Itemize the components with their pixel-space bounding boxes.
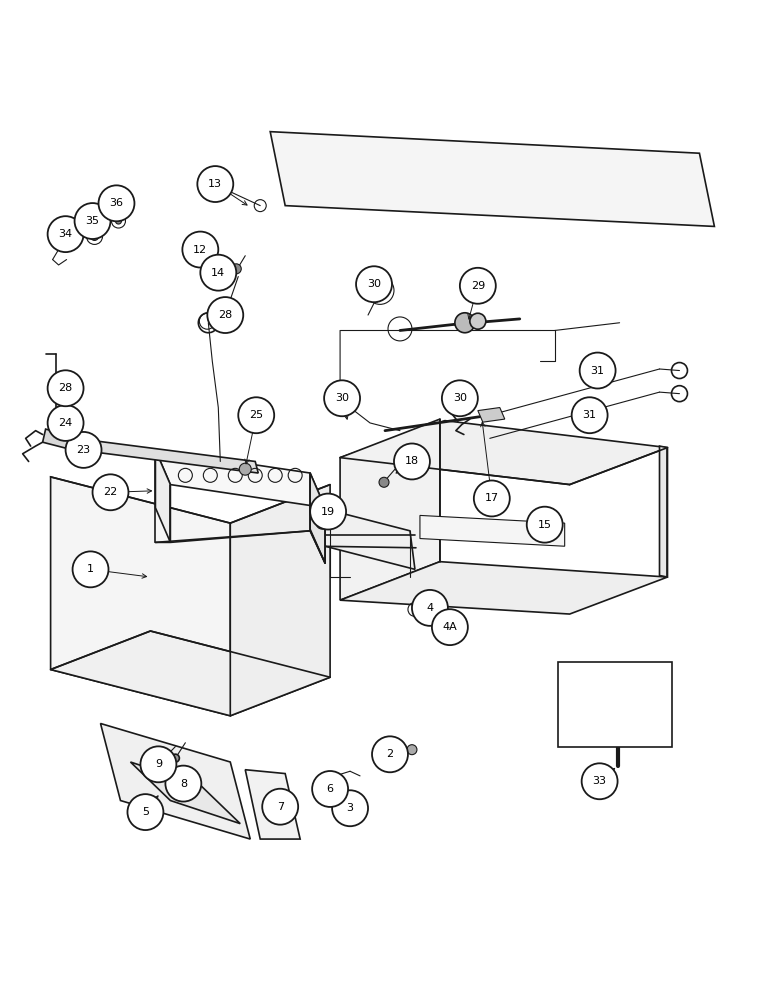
Circle shape: [90, 232, 99, 240]
Text: 12: 12: [193, 245, 208, 255]
Circle shape: [455, 313, 475, 333]
Text: 19: 19: [321, 507, 335, 517]
Text: 17: 17: [485, 493, 499, 503]
Text: 34: 34: [59, 229, 73, 239]
Circle shape: [155, 757, 165, 767]
Circle shape: [93, 474, 128, 510]
Polygon shape: [478, 408, 505, 422]
Polygon shape: [51, 477, 230, 716]
Text: 6: 6: [327, 784, 334, 794]
Circle shape: [171, 754, 179, 762]
Circle shape: [165, 766, 201, 802]
Circle shape: [442, 380, 478, 416]
Circle shape: [470, 313, 486, 329]
Text: 4: 4: [426, 603, 434, 613]
Polygon shape: [310, 473, 325, 563]
Circle shape: [66, 432, 101, 468]
Polygon shape: [320, 508, 415, 569]
Circle shape: [73, 551, 109, 587]
Text: 22: 22: [103, 487, 117, 497]
Text: 23: 23: [76, 445, 90, 455]
Polygon shape: [42, 429, 76, 450]
Circle shape: [432, 609, 468, 645]
Text: 25: 25: [249, 410, 263, 420]
Circle shape: [116, 218, 121, 224]
Text: 31: 31: [591, 366, 604, 376]
Polygon shape: [340, 419, 440, 600]
Circle shape: [581, 763, 618, 799]
Circle shape: [394, 444, 430, 479]
Text: 30: 30: [367, 279, 381, 289]
Circle shape: [372, 736, 408, 772]
Circle shape: [239, 463, 251, 475]
Circle shape: [208, 297, 243, 333]
Circle shape: [182, 232, 218, 268]
Polygon shape: [270, 132, 714, 226]
Text: 2: 2: [387, 749, 394, 759]
Circle shape: [127, 794, 164, 830]
Circle shape: [571, 397, 608, 433]
Circle shape: [407, 745, 417, 755]
Polygon shape: [155, 450, 325, 508]
Bar: [557, 662, 672, 747]
Circle shape: [310, 494, 346, 530]
Circle shape: [232, 264, 242, 274]
Polygon shape: [340, 562, 668, 614]
Circle shape: [48, 405, 83, 441]
Text: 3: 3: [347, 803, 354, 813]
Polygon shape: [76, 438, 258, 473]
Polygon shape: [51, 631, 330, 716]
Polygon shape: [230, 485, 330, 716]
Text: 9: 9: [155, 759, 162, 769]
Text: 5: 5: [142, 807, 149, 817]
Text: 13: 13: [208, 179, 222, 189]
Circle shape: [332, 790, 368, 826]
Polygon shape: [420, 515, 564, 546]
Text: 1: 1: [87, 564, 94, 574]
Circle shape: [347, 796, 357, 806]
Polygon shape: [659, 446, 668, 577]
Circle shape: [379, 477, 389, 487]
Text: 4A: 4A: [442, 622, 457, 632]
Polygon shape: [100, 723, 250, 839]
Circle shape: [580, 353, 615, 389]
Text: 30: 30: [335, 393, 349, 403]
Circle shape: [474, 480, 510, 516]
Text: 7: 7: [276, 802, 284, 812]
Text: 8: 8: [180, 779, 187, 789]
Circle shape: [239, 397, 274, 433]
Text: 28: 28: [218, 310, 232, 320]
Text: 31: 31: [583, 410, 597, 420]
Text: 24: 24: [59, 418, 73, 428]
Circle shape: [99, 185, 134, 221]
Text: 29: 29: [471, 281, 485, 291]
Circle shape: [201, 255, 236, 291]
Circle shape: [312, 771, 348, 807]
Circle shape: [324, 380, 360, 416]
Circle shape: [48, 216, 83, 252]
Polygon shape: [340, 421, 668, 485]
Text: 15: 15: [538, 520, 552, 530]
Text: 14: 14: [212, 268, 225, 278]
Text: 35: 35: [86, 216, 100, 226]
Circle shape: [198, 166, 233, 202]
Circle shape: [262, 789, 298, 825]
Circle shape: [141, 746, 176, 782]
Text: 33: 33: [593, 776, 607, 786]
Circle shape: [75, 203, 110, 239]
Circle shape: [48, 370, 83, 406]
Text: 36: 36: [110, 198, 124, 208]
Polygon shape: [130, 762, 240, 824]
Circle shape: [460, 268, 496, 304]
Text: 18: 18: [405, 456, 419, 466]
Circle shape: [412, 590, 448, 626]
Circle shape: [527, 507, 563, 543]
Polygon shape: [155, 450, 171, 542]
Circle shape: [356, 266, 392, 302]
Text: 28: 28: [59, 383, 73, 393]
Polygon shape: [245, 770, 300, 839]
Text: 30: 30: [453, 393, 467, 403]
